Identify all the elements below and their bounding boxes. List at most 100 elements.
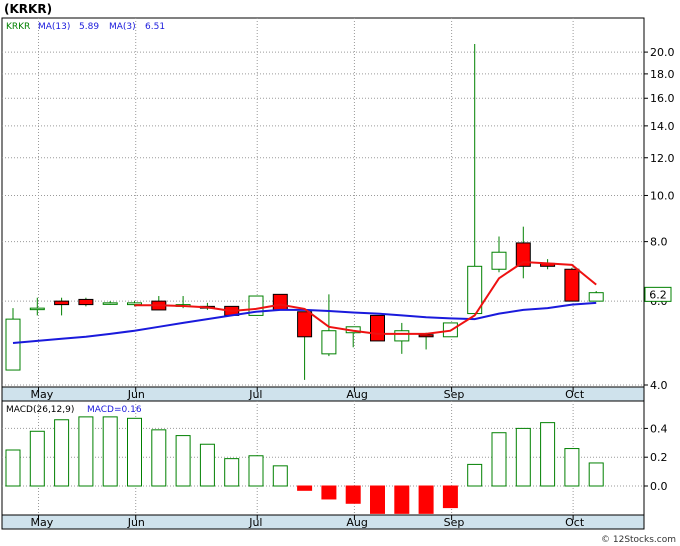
macd-x-tick-label: Jun [127, 516, 145, 529]
legend-symbol: KRKR [6, 22, 30, 32]
macd-bar-3 [78, 416, 94, 487]
macd-bar-6 [151, 429, 167, 487]
macd-legend-value: MACD=0.16 [87, 405, 142, 415]
candle-16 [394, 322, 410, 354]
macd-bar-13 [321, 485, 337, 500]
candle-11 [272, 293, 288, 311]
macd-panel: 0.0 0.2 0.4 May Jun Jul Aug Sep Oct MACD(26,12,… [1, 400, 668, 530]
price-x-tick-label: Aug [346, 388, 367, 401]
watermark: © 12Stocks.com [601, 535, 676, 545]
last-price-tag: 6.2 [644, 286, 672, 302]
last-price-box [644, 286, 672, 302]
candle-body [54, 300, 70, 306]
macd-bar-18 [442, 485, 458, 509]
macd-bar-1 [29, 430, 45, 487]
candle-19 [467, 43, 483, 315]
price-x-axis: May Jun Jul Aug Sep Oct [31, 387, 585, 401]
candle-21 [515, 226, 531, 279]
macd-bars [5, 416, 604, 514]
macd-bar-16 [394, 485, 410, 514]
price-x-tick-label: Jun [127, 388, 145, 401]
macd-bar-7 [175, 435, 191, 487]
legend-ma3-label: MA(3) [109, 22, 136, 32]
macd-y-axis: 0.0 0.2 0.4 [644, 422, 668, 493]
macd-y-tick-label: 0.2 [650, 451, 668, 464]
legend-ma13-value: 5.89 [79, 22, 99, 32]
macd-bar-24 [588, 462, 604, 487]
macd-bar-4 [102, 416, 118, 487]
last-price-label: 6.2 [649, 288, 667, 301]
candle-23 [564, 267, 580, 302]
candle-4 [102, 301, 118, 305]
price-y-tick-label: 10.0 [650, 189, 675, 202]
macd-bar-19 [467, 463, 483, 487]
candle-body [297, 311, 313, 338]
candle-body [467, 265, 483, 315]
candle-3 [78, 297, 94, 307]
candle-body [564, 268, 580, 302]
price-y-tick-label: 18.0 [650, 68, 675, 81]
candle-body [491, 251, 507, 270]
macd-x-axis: May Jun Jul Aug Sep Oct [31, 515, 585, 529]
macd-x-axis-band [1, 514, 645, 530]
macd-bar-15 [370, 485, 385, 514]
price-x-tick-label: May [31, 388, 54, 401]
macd-bar-23 [564, 448, 580, 487]
macd-bar-5 [127, 417, 142, 487]
price-x-axis-band [1, 386, 645, 402]
price-y-tick-label: 16.0 [650, 92, 675, 105]
candle-15 [370, 314, 385, 342]
candle-12 [297, 311, 313, 380]
macd-bar-21 [515, 427, 531, 487]
ma3-line [134, 260, 597, 335]
macd-y-tick-label: 0.0 [650, 480, 668, 493]
chart-title: (KRKR) [4, 2, 52, 16]
candle-1 [29, 297, 45, 316]
price-y-tick-label: 8.0 [650, 236, 668, 249]
candle-body [588, 292, 604, 302]
candle-body [29, 307, 45, 311]
macd-x-tick-label: Oct [565, 516, 585, 529]
price-y-tick-label: 14.0 [650, 120, 675, 133]
candle-body [5, 318, 21, 371]
candle-body [394, 330, 410, 342]
macd-bar-11 [272, 465, 288, 487]
price-panel: 4.06.08.010.012.014.016.018.020.0 MayJun… [1, 17, 675, 402]
macd-y-tick-label: 0.4 [650, 422, 668, 435]
candle-body [102, 302, 118, 305]
macd-x-tick-label: Jul [248, 516, 262, 529]
macd-legend: MACD(26,12,9) MACD=0.16 [6, 405, 142, 415]
candle-24 [588, 291, 604, 302]
macd-bar-0 [5, 449, 21, 487]
candle-0 [5, 308, 21, 371]
price-legend: KRKR MA(13) 5.89 MA(3) 6.51 [6, 22, 165, 32]
macd-bar-12 [297, 485, 313, 491]
candle-body [515, 242, 531, 267]
legend-ma3-value: 6.51 [145, 22, 165, 32]
price-y-tick-label: 4.0 [650, 379, 668, 392]
price-x-tick-label: Jul [248, 388, 262, 401]
price-y-tick-label: 20.0 [650, 46, 675, 59]
macd-bar-14 [345, 485, 361, 504]
candle-body [78, 298, 94, 306]
macd-bar-8 [199, 443, 215, 487]
macd-legend-label: MACD(26,12,9) [6, 405, 74, 415]
price-x-tick-label: Oct [565, 388, 585, 401]
candle-body [370, 314, 385, 342]
macd-bar-9 [224, 458, 240, 487]
price-gridlines [2, 18, 644, 387]
macd-x-tick-label: May [31, 516, 54, 529]
macd-x-tick-label: Aug [346, 516, 367, 529]
macd-bar-22 [540, 422, 556, 487]
candle-body [321, 330, 337, 355]
macd-bar-10 [248, 455, 264, 487]
candle-20 [491, 236, 507, 273]
candle-body [272, 293, 288, 311]
candle-body [418, 334, 434, 338]
price-y-tick-label: 12.0 [650, 152, 675, 165]
macd-bar-17 [418, 485, 434, 514]
candle-2 [54, 297, 70, 316]
macd-x-tick-label: Sep [444, 516, 465, 529]
macd-bar-20 [491, 432, 507, 487]
